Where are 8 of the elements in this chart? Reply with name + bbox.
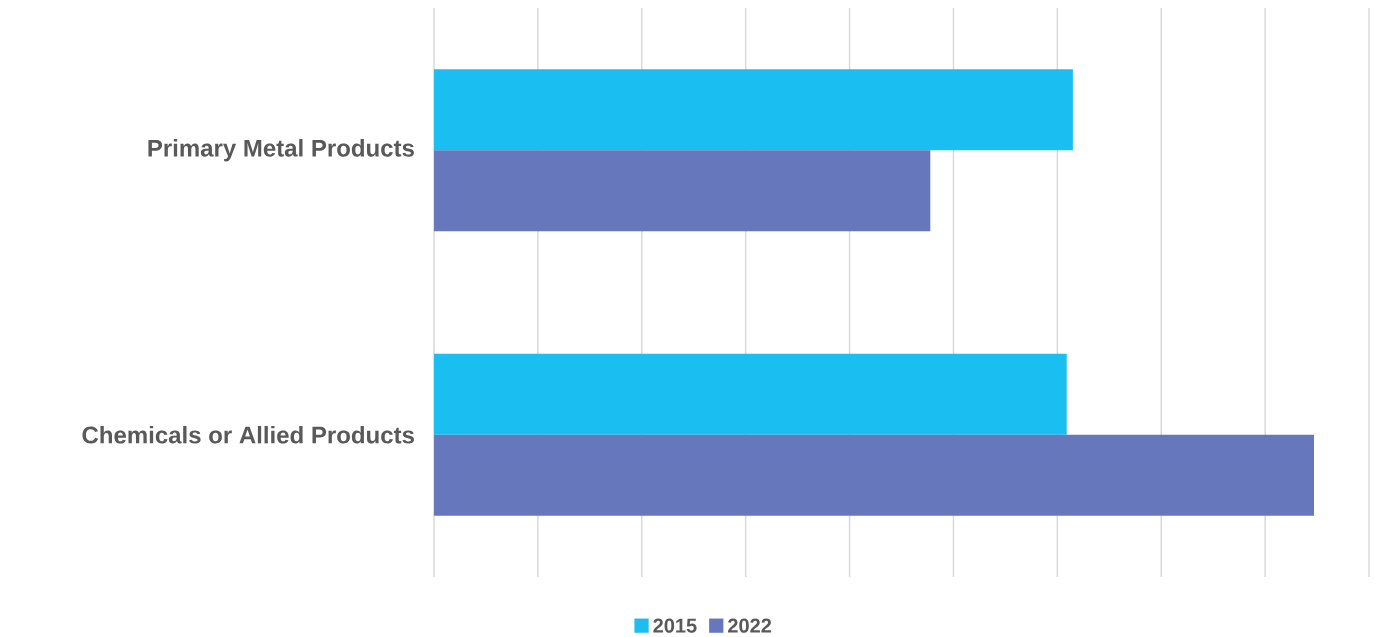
legend-label: 2022 bbox=[728, 618, 772, 633]
bar bbox=[434, 150, 931, 232]
legend-label: 2015 bbox=[653, 618, 697, 633]
y-tick-label: Chemicals or Allied Products bbox=[82, 425, 414, 444]
y-tick-label: Primary Metal Products bbox=[148, 139, 414, 162]
bar bbox=[434, 69, 1073, 151]
bar bbox=[434, 353, 1067, 435]
bar bbox=[434, 434, 1315, 516]
